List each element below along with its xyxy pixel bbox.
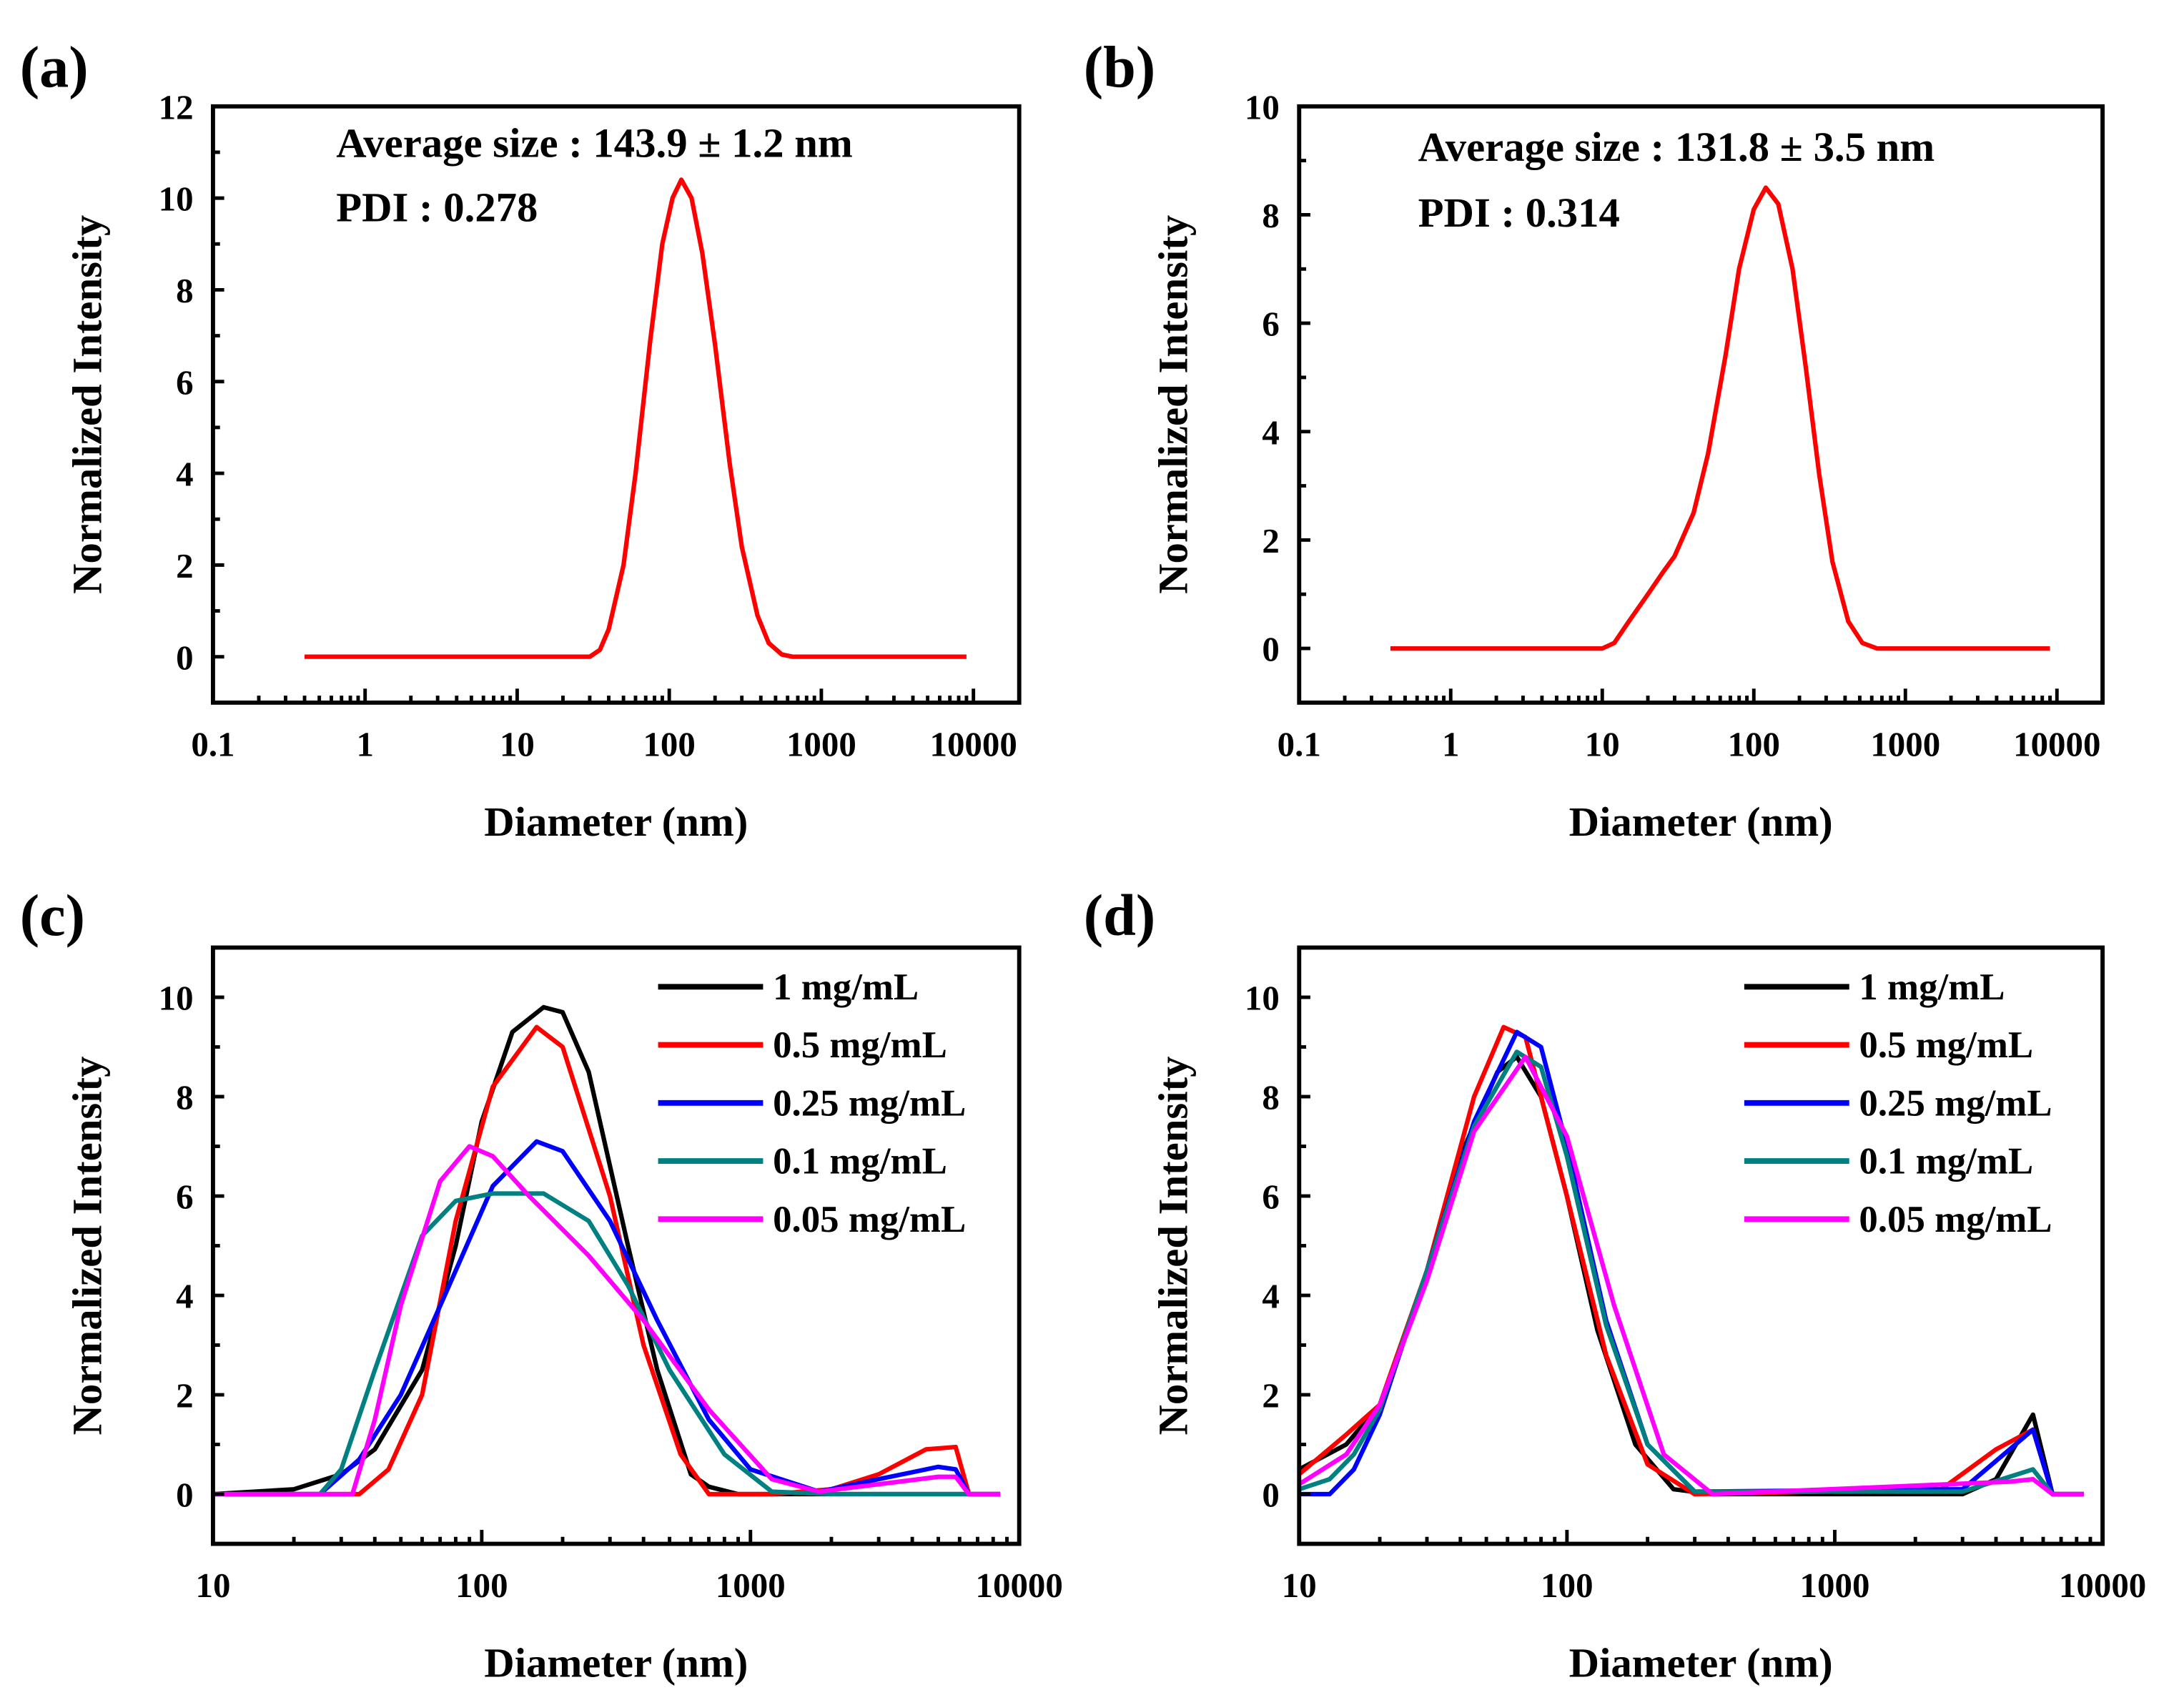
- series-line-4: [212, 1144, 1001, 1497]
- x-tick-label: 10000: [929, 724, 1017, 764]
- annotation-text: Average size : 143.9 ± 1.2 nm: [336, 119, 853, 166]
- panel-label: (c): [20, 883, 85, 948]
- y-tick-label: 4: [176, 455, 193, 494]
- x-tick-label: 100: [1728, 724, 1780, 764]
- y-tick-label: 0: [1262, 1476, 1279, 1515]
- y-tick-label: 0: [1262, 630, 1279, 669]
- y-tick-label: 0: [176, 1476, 193, 1515]
- y-axis-label: Normalized Intensity: [1150, 1056, 1197, 1435]
- plot-frame: [1297, 104, 2105, 705]
- chart-panel-b: (b) 0 2 4 6 8 10 0.1 1 10 100 1000 10000 Diameter (nm…: [1084, 34, 2105, 845]
- legend: 1 mg/mL 0.5 mg/mL 0.25 mg/mL 0.1 mg/mL 0.05 …: [1744, 967, 2052, 1240]
- y-tick-label: 4: [1262, 412, 1279, 452]
- legend-label: 0.5 mg/mL: [773, 1024, 947, 1066]
- legend: 1 mg/mL 0.5 mg/mL 0.25 mg/mL 0.1 mg/mL 0.05 …: [658, 967, 966, 1240]
- x-tick-label: 1000: [716, 1566, 786, 1605]
- panel-label: (b): [1084, 34, 1156, 99]
- series-line-0: [212, 1004, 1001, 1497]
- legend-label: 0.5 mg/mL: [1859, 1024, 2033, 1066]
- series-line-0: [1390, 185, 2050, 651]
- x-tick-label: 10000: [2013, 724, 2100, 764]
- x-tick-label: 100: [643, 724, 695, 764]
- x-tick-label: 10000: [2059, 1566, 2146, 1605]
- x-tick-label: 0.1: [1278, 724, 1321, 764]
- x-tick-label: 1000: [786, 724, 856, 764]
- y-tick-label: 10: [1245, 87, 1280, 127]
- legend-label: 1 mg/mL: [773, 967, 919, 1008]
- y-tick-label: 6: [176, 362, 193, 402]
- y-axis-label: Normalized Intensity: [64, 215, 110, 594]
- x-tick-label: 0.1: [191, 724, 234, 764]
- annotation-text: Average size : 131.8 ± 3.5 nm: [1418, 124, 1935, 170]
- y-tick-label: 8: [1262, 196, 1279, 235]
- x-axis-label: Diameter (nm): [484, 799, 748, 845]
- legend-label: 0.1 mg/mL: [773, 1141, 947, 1182]
- series-line-2: [212, 1139, 1001, 1497]
- legend-label: 0.05 mg/mL: [1859, 1199, 2052, 1240]
- plot-frame: [211, 104, 1022, 705]
- x-tick-label: 10000: [976, 1566, 1063, 1605]
- series-line-0: [304, 177, 967, 659]
- x-tick-label: 1: [356, 724, 373, 764]
- x-tick-label: 1000: [1800, 1566, 1870, 1605]
- y-tick-label: 10: [159, 979, 194, 1018]
- y-tick-label: 10: [159, 179, 194, 219]
- x-tick-label: 10: [1282, 1566, 1317, 1605]
- y-tick-label: 2: [176, 1376, 193, 1415]
- chart-panel-a: (a) 0 2 4 6 8 10 12 0.1 1 10 100 1000 10000 Diameter (…: [20, 34, 1022, 845]
- legend-label: 1 mg/mL: [1859, 967, 2005, 1008]
- x-axis-label: Diameter (nm): [1569, 799, 1833, 845]
- x-tick-label: 100: [455, 1566, 508, 1605]
- x-axis-label: Diameter (nm): [1569, 1640, 1833, 1686]
- chart-panel-c: (c) 0 2 4 6 8 10 10 100 1000 10000 Diameter (nm) Nor…: [20, 883, 1063, 1686]
- y-tick-label: 8: [1262, 1078, 1279, 1117]
- legend-label: 0.25 mg/mL: [1859, 1082, 2052, 1124]
- x-tick-label: 10: [500, 724, 535, 764]
- panel-label: (d): [1084, 883, 1156, 948]
- panel-label: (a): [20, 34, 89, 99]
- x-tick-label: 100: [1541, 1566, 1593, 1605]
- y-tick-label: 0: [176, 638, 193, 677]
- y-tick-label: 2: [1262, 521, 1279, 560]
- y-tick-label: 4: [176, 1277, 193, 1316]
- series-line-4: [1299, 1054, 2084, 1497]
- y-tick-label: 2: [1262, 1376, 1279, 1415]
- y-tick-label: 4: [1262, 1277, 1279, 1316]
- series-line-1: [212, 1024, 1001, 1497]
- x-axis-label: Diameter (nm): [484, 1640, 748, 1686]
- series-line-2: [1299, 1029, 2084, 1497]
- y-tick-label: 12: [159, 87, 194, 127]
- y-tick-label: 8: [176, 271, 193, 310]
- x-tick-label: 10: [195, 1566, 230, 1605]
- x-tick-label: 10: [1585, 724, 1620, 764]
- annotation-text: PDI : 0.278: [336, 184, 538, 230]
- legend-label: 0.25 mg/mL: [773, 1082, 966, 1124]
- y-tick-label: 6: [1262, 305, 1279, 344]
- legend-label: 0.05 mg/mL: [773, 1199, 966, 1240]
- series-line-3: [212, 1191, 1001, 1497]
- y-axis-label: Normalized Intensity: [1150, 215, 1197, 594]
- y-tick-label: 6: [1262, 1177, 1279, 1217]
- y-tick-label: 6: [176, 1177, 193, 1217]
- x-tick-label: 1: [1442, 724, 1459, 764]
- chart-panel-d: (d) 0 2 4 6 8 10 10 100 1000 10000 Diameter (nm) Nor…: [1084, 883, 2147, 1686]
- x-tick-label: 1000: [1870, 724, 1940, 764]
- y-axis-label: Normalized Intensity: [64, 1056, 110, 1435]
- legend-label: 0.1 mg/mL: [1859, 1141, 2033, 1182]
- annotation-text: PDI : 0.314: [1418, 189, 1620, 236]
- y-tick-label: 2: [176, 546, 193, 585]
- y-tick-label: 8: [176, 1078, 193, 1117]
- y-tick-label: 10: [1245, 979, 1280, 1018]
